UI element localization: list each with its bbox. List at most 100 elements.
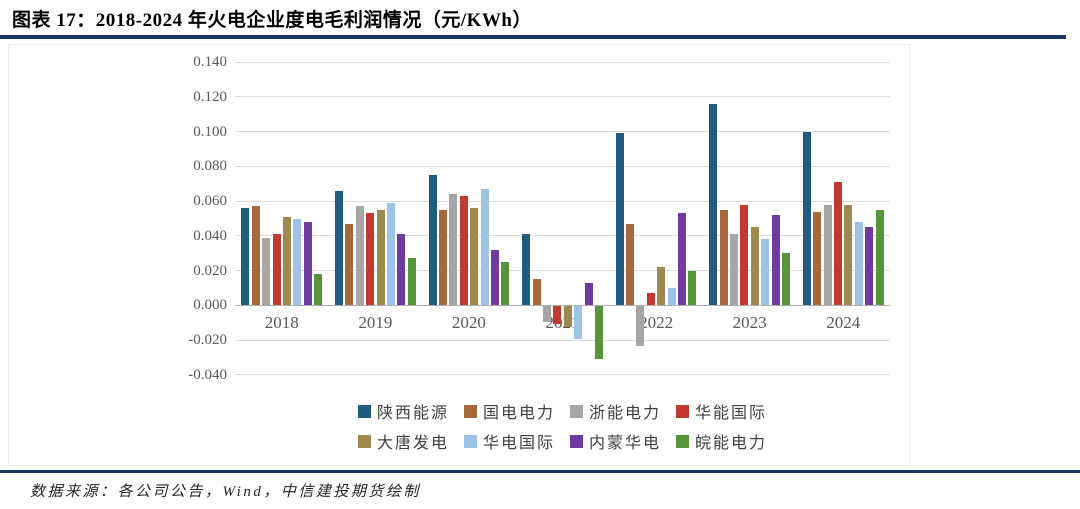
chart-legend: 陕西能源 国电电力 浙能电力 华能国际大唐发电 华电国际 内蒙华电 皖能电力 — [235, 399, 890, 453]
legend-swatch — [463, 434, 477, 448]
legend-item-s0: 陕西能源 — [357, 399, 449, 423]
x-axis-category-label: 2020 — [451, 313, 486, 333]
legend-item-s7: 皖能电力 — [676, 429, 767, 453]
bar-s1-2020 — [438, 209, 447, 306]
bar-s2-2024 — [823, 204, 832, 306]
bar-s7-2020 — [501, 261, 510, 306]
bar-s5-2020 — [480, 188, 489, 306]
bar-s4-2018 — [282, 216, 291, 306]
bar-s6-2021 — [584, 282, 593, 306]
bar-s3-2024 — [834, 181, 842, 306]
bar-s5-2024 — [854, 221, 863, 306]
gridline — [235, 166, 890, 167]
legend-label: 大唐发电 — [376, 435, 449, 452]
bar-s2-2023 — [730, 234, 739, 306]
legend-item-s2: 浙能电力 — [570, 399, 661, 423]
gridline — [235, 235, 890, 236]
gridline — [235, 96, 890, 97]
bar-s1-2019 — [345, 223, 354, 306]
y-axis-tick-label: 0.060 — [193, 193, 227, 210]
bar-s0-2023 — [709, 103, 718, 306]
y-axis-tick-label: 0.100 — [193, 123, 227, 140]
x-axis-category-label: 2022 — [639, 313, 674, 333]
legend-swatch — [357, 404, 371, 418]
x-axis-category-label: 2023 — [732, 313, 767, 333]
legend-label: 浙能电力 — [589, 405, 662, 422]
legend-swatch — [676, 434, 690, 448]
bar-s6-2023 — [771, 215, 780, 306]
bar-s7-2023 — [782, 253, 791, 306]
y-axis-tick-label: 0.020 — [193, 262, 227, 279]
bar-s4-2020 — [470, 208, 479, 306]
legend-label: 陕西能源 — [376, 405, 449, 422]
legend-item-s3: 华能国际 — [676, 399, 767, 423]
gridline — [235, 305, 890, 306]
bar-s5-2022 — [667, 288, 676, 306]
legend-row-2: 大唐发电 华电国际 内蒙华电 皖能电力 — [357, 429, 767, 453]
y-axis-tick-label: 0.080 — [193, 158, 227, 175]
bar-s3-2021 — [553, 306, 562, 324]
legend-item-s4: 大唐发电 — [357, 429, 449, 453]
bar-s2-2018 — [262, 237, 271, 306]
legend-swatch — [463, 404, 477, 418]
bar-s0-2022 — [615, 133, 624, 306]
gridline — [235, 201, 890, 202]
x-axis-category-label: 2024 — [826, 313, 861, 333]
bar-s7-2021 — [594, 306, 603, 359]
gridline — [235, 270, 890, 271]
legend-item-s5: 华电国际 — [463, 429, 555, 453]
bar-s4-2023 — [750, 227, 759, 306]
gridline — [235, 374, 890, 375]
bar-s6-2020 — [490, 249, 499, 306]
gridline — [235, 131, 890, 132]
legend-item-s1: 国电电力 — [463, 399, 555, 423]
x-axis-category-label: 2018 — [264, 313, 299, 333]
legend-label: 国电电力 — [482, 405, 555, 422]
legend-swatch — [676, 404, 690, 418]
data-source-note: 数据来源：各公司公告，Wind，中信建投期货绘制 — [30, 484, 421, 500]
bar-s6-2018 — [303, 221, 312, 306]
y-axis-tick-label: -0.040 — [188, 367, 227, 383]
legend-item-s6: 内蒙华电 — [570, 429, 661, 453]
bar-s7-2024 — [875, 209, 884, 306]
bar-s6-2024 — [865, 227, 874, 306]
bar-s2-2020 — [449, 194, 458, 306]
x-axis-category-label: 2019 — [358, 313, 393, 333]
bar-s3-2023 — [740, 204, 749, 306]
bar-s3-2019 — [366, 213, 375, 306]
bar-s1-2022 — [626, 223, 635, 306]
bar-s2-2021 — [542, 306, 551, 323]
bar-s7-2018 — [314, 274, 323, 306]
legend-label: 华电国际 — [482, 435, 555, 452]
gridline — [235, 62, 890, 63]
bar-s0-2024 — [802, 131, 811, 306]
bar-s6-2019 — [397, 234, 406, 306]
bar-s4-2024 — [844, 204, 853, 306]
bar-s4-2019 — [376, 209, 385, 306]
bar-s4-2022 — [657, 267, 666, 306]
bar-s3-2020 — [459, 195, 468, 306]
y-axis-tick-label: -0.020 — [188, 332, 227, 349]
bar-s1-2021 — [532, 279, 541, 306]
bar-s2-2022 — [636, 306, 645, 347]
footer-divider — [0, 470, 1080, 473]
y-axis-tick-label: 0.120 — [193, 88, 227, 105]
bar-s5-2023 — [761, 239, 770, 306]
y-axis-tick-label: 0.140 — [193, 54, 227, 70]
bar-s5-2019 — [386, 202, 395, 306]
gridline — [235, 340, 890, 341]
bar-s2-2019 — [355, 206, 364, 306]
bar-s0-2018 — [241, 208, 250, 306]
bar-s5-2021 — [574, 306, 583, 340]
figure-title: 图表 17：2018-2024 年火电企业度电毛利润情况（元/KWh） — [12, 10, 532, 31]
legend-label: 内蒙华电 — [589, 435, 662, 452]
bar-s0-2020 — [428, 175, 437, 306]
bar-s7-2019 — [407, 258, 416, 306]
bar-s6-2022 — [678, 213, 687, 306]
bar-s1-2024 — [813, 211, 822, 306]
legend-row-1: 陕西能源 国电电力 浙能电力 华能国际 — [357, 399, 767, 423]
bar-s4-2021 — [563, 306, 572, 328]
chart-frame — [8, 44, 910, 466]
y-axis-tick-label: 0.040 — [193, 227, 227, 244]
